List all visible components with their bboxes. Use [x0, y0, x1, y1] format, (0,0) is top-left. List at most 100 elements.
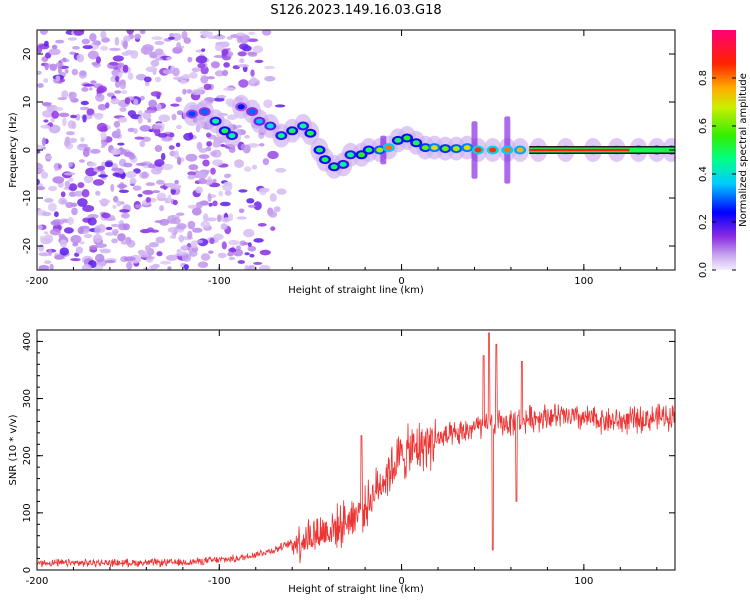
- spectrogram-speckle: [123, 35, 131, 42]
- spectrogram-speckle: [162, 69, 173, 75]
- spectrogram-speckle: [213, 97, 225, 102]
- snr-panel: -200 -100 0 100 0 100 200 300 400 Height of str…: [8, 329, 676, 595]
- spectrogram-speckle: [96, 56, 101, 64]
- snr-x-tick-label: 0: [398, 576, 404, 587]
- spectrogram-speckle: [180, 79, 187, 85]
- spectrogram-speckle: [44, 231, 49, 235]
- spectrogram-speckle: [183, 132, 194, 141]
- spectrogram-speckle: [166, 56, 172, 61]
- spectrogram-speckle: [160, 152, 166, 161]
- spectrogram-speckle: [150, 59, 160, 67]
- spectrogram-speckle: [99, 248, 111, 253]
- spectrogram-speckle: [247, 242, 252, 247]
- spectrogram-speckle: [156, 179, 165, 185]
- spectrogram-speckle: [220, 144, 226, 147]
- spectrogram-speckle: [70, 202, 78, 207]
- spectrogram-speckle: [49, 263, 54, 270]
- spectrogram-speckle: [187, 230, 193, 240]
- colorbar-ticks: 0.0 0.2 0.4 0.6 0.8: [698, 70, 736, 278]
- spectrogram-speckle: [97, 85, 107, 93]
- spectrogram-speckle: [146, 227, 154, 233]
- spectrogram-speckle: [258, 187, 270, 193]
- spectrogram-speckle: [149, 242, 159, 248]
- spectrogram-speckle: [79, 106, 90, 111]
- spectrogram-speckle: [206, 76, 215, 80]
- spectrogram-speckle: [187, 174, 195, 180]
- spectrogram-peak-core: [503, 147, 511, 153]
- spectrogram-speckle: [67, 216, 74, 226]
- spectrogram-speckle: [244, 166, 252, 172]
- spectrogram-speckle: [140, 46, 153, 55]
- spectrogram-speckle: [196, 239, 204, 244]
- spectrogram-speckle: [82, 114, 87, 123]
- spectrogram-speckle: [210, 61, 220, 69]
- spectrogram-speckle: [115, 75, 120, 82]
- spectrogram-speckle: [200, 220, 211, 228]
- snr-y-ticks: 0 100 200 300 400: [22, 329, 675, 573]
- spectrogram-speckle: [246, 198, 255, 204]
- spectrogram-speckle: [145, 66, 158, 73]
- snr-ylabel: SNR (10 * v/v): [8, 414, 19, 485]
- spectrogram-speckle: [222, 69, 229, 77]
- spectrogram-speckle: [83, 233, 93, 239]
- spectrogram-peak-core: [452, 146, 460, 152]
- spectrogram-speckle: [68, 162, 73, 167]
- spectrogram-speckle: [113, 195, 119, 203]
- spectrogram-speckle: [242, 242, 249, 246]
- spectrogram-y-ticks: -20 -10 0 10 20: [22, 48, 675, 254]
- spectrogram-speckle: [44, 62, 49, 71]
- spectrogram-speckle: [92, 40, 101, 45]
- spectrogram-speckle: [119, 107, 127, 112]
- spectrogram-speckle: [145, 182, 156, 187]
- snr-x-ticks: -200 -100 0 100: [26, 330, 658, 587]
- spectrogram-speckle: [114, 79, 121, 88]
- spectrogram-speckle: [228, 146, 236, 153]
- spectrogram-speckle: [151, 190, 161, 194]
- spectrogram-speckle: [159, 260, 172, 265]
- spectrogram-speckle: [55, 62, 64, 67]
- spectrogram-speckle: [154, 159, 165, 167]
- spectrogram-speckle: [137, 193, 143, 198]
- spectrogram-speckle: [139, 30, 146, 35]
- spectrogram-peak-core: [516, 147, 524, 153]
- spectrogram-y-tick-label: -20: [22, 238, 33, 254]
- spectrogram-speckle: [197, 261, 209, 269]
- spectrogram-peak-core: [201, 109, 209, 115]
- spectrogram-peak-core: [474, 147, 482, 153]
- spectrogram-speckle: [37, 83, 44, 88]
- spectrogram-peak-core: [306, 130, 314, 136]
- spectrogram-speckle: [75, 246, 84, 254]
- spectrogram-speckle: [104, 161, 114, 168]
- spectrogram-speckle: [41, 137, 47, 147]
- spectrogram-speckle: [267, 150, 279, 160]
- spectrogram-speckle: [219, 201, 231, 207]
- spectrogram-speckle: [59, 239, 67, 248]
- spectrogram-speckle: [171, 217, 181, 225]
- spectrogram-speckle: [182, 73, 191, 80]
- spectrogram-speckle: [50, 220, 61, 226]
- spectrogram-speckle: [88, 87, 93, 91]
- spectrogram-speckle: [269, 193, 277, 202]
- spectrogram-speckle: [240, 143, 246, 150]
- spectrogram-peak-core: [421, 145, 429, 151]
- spectrogram-speckle: [252, 45, 264, 54]
- spectrogram-speckle: [101, 212, 111, 219]
- spectrogram-speckle: [64, 180, 71, 188]
- spectrogram-y-tick-label: 10: [22, 96, 33, 109]
- spectrogram-speckle: [147, 118, 152, 123]
- spectrogram-speckle: [82, 45, 93, 50]
- spectrogram-speckle: [208, 250, 214, 254]
- spectrogram-speckle: [38, 252, 51, 257]
- spectrogram-speckle: [90, 148, 101, 154]
- spectrogram-speckle: [55, 39, 65, 44]
- spectrogram-speckle: [82, 148, 90, 158]
- spectrogram-speckle: [156, 103, 162, 112]
- spectrogram-speckle: [127, 110, 137, 117]
- spectrogram-speckle: [68, 137, 78, 144]
- spectrogram-speckle: [204, 179, 213, 186]
- spectrogram-speckle: [197, 62, 206, 69]
- spectrogram-peak-core: [463, 145, 471, 151]
- spectrogram-speckle: [123, 162, 133, 168]
- spectrogram-speckle: [57, 97, 67, 101]
